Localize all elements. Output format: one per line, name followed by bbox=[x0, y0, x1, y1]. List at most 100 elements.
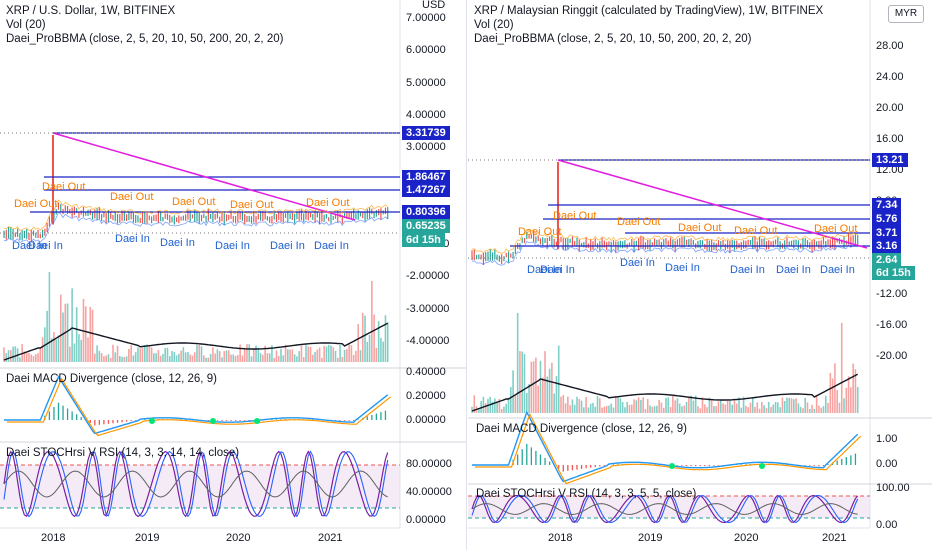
c0-price-axis-label: 5.00000 bbox=[406, 76, 446, 89]
c1-trendline bbox=[557, 159, 868, 249]
c1-macd-axis-label: 1.00 bbox=[876, 433, 898, 445]
c0-stoch-axis-label: 40.00000 bbox=[406, 486, 452, 498]
c0-price-tag: 3.31739 bbox=[402, 126, 450, 140]
c0-price-tag: 6d 15h bbox=[402, 233, 445, 247]
c1-daei-out-label: Daei Out bbox=[814, 223, 858, 235]
right-indicator-bbma: Daei_ProBBMA (close, 2, 5, 20, 10, 50, 2… bbox=[474, 33, 752, 45]
c1-macd-signal-line bbox=[475, 412, 862, 485]
c1-price-tag: 2.64 bbox=[872, 253, 902, 267]
c1-daei-in-label: Daei In bbox=[540, 264, 575, 276]
left-axis-unit: USD bbox=[422, 0, 446, 11]
c1-band-upper bbox=[471, 228, 858, 254]
c0-price-tag: 0.80396 bbox=[402, 205, 450, 219]
c1-volume-ma-line bbox=[471, 373, 859, 412]
c0-stoch-axis-label: 80.00000 bbox=[406, 458, 452, 470]
c1-price-tag: 7.34 bbox=[872, 198, 902, 212]
c1-price-axis-label: 16.00 bbox=[876, 133, 904, 145]
c0-price-axis-label: 4.00000 bbox=[406, 108, 446, 121]
c1-daei-in-label: Daei In bbox=[776, 264, 811, 276]
c1-price-tag: 5.76 bbox=[872, 212, 902, 226]
c1-price-tag: 3.71 bbox=[872, 226, 902, 240]
c0-daei-out-label: Daei Out bbox=[14, 198, 58, 210]
c1-time-axis-label: 2021 bbox=[822, 532, 847, 544]
c0-stoch-band bbox=[0, 465, 400, 508]
left-indicator-bbma: Daei_ProBBMA (close, 2, 5, 20, 10, 50, 2… bbox=[6, 33, 284, 45]
c0-macd-axis-label: 0.40000 bbox=[406, 366, 446, 378]
c0-time-axis-label: 2021 bbox=[318, 532, 343, 544]
currency-button[interactable]: MYR bbox=[888, 5, 924, 23]
c1-daei-in-label: Daei In bbox=[820, 264, 855, 276]
c0-price-tag: 0.65235 bbox=[402, 219, 450, 233]
c0-daei-in-label: Daei In bbox=[215, 240, 250, 252]
c0-rsi-line bbox=[3, 470, 388, 498]
c1-time-axis-label: 2019 bbox=[638, 532, 663, 544]
c0-price-axis-label: 6.00000 bbox=[406, 44, 446, 57]
c0-daei-out-label: Daei Out bbox=[42, 181, 86, 193]
c1-price-axis-label: 24.00 bbox=[876, 71, 904, 83]
c1-price-axis-label: 20.00 bbox=[876, 102, 904, 114]
c0-price-axis-label: -4.00000 bbox=[406, 335, 450, 347]
right-indicator-vol: Vol (20) bbox=[474, 19, 514, 31]
right-stoch-title: Daei STOCHrsi V RSI (14, 3, 3, 5, 5, clo… bbox=[476, 488, 697, 500]
c0-daei-in-label: Daei In bbox=[270, 240, 305, 252]
c0-macd-signal-line bbox=[7, 377, 392, 437]
c0-daei-in-label: Daei In bbox=[12, 240, 47, 252]
c0-daei-in-label: Daei In bbox=[160, 237, 195, 249]
c0-trendline bbox=[52, 132, 356, 221]
c1-stoch-axis-label: 100.00 bbox=[876, 482, 910, 494]
c1-price-axis-label: 12.00 bbox=[876, 164, 904, 176]
c1-daei-out-label: Daei Out bbox=[553, 210, 597, 222]
left-stoch-title: Daei STOCHrsi V RSI (14, 3, 3, 14, 14, c… bbox=[6, 447, 240, 459]
c0-macd-axis-label: 0.20000 bbox=[406, 390, 446, 402]
c0-band-upper bbox=[3, 199, 388, 232]
left-chart-title: XRP / U.S. Dollar, 1W, BITFINEX bbox=[6, 5, 176, 17]
c0-stoch-d-line bbox=[3, 450, 389, 518]
c0-daei-out-label: Daei Out bbox=[230, 199, 274, 211]
c1-price-axis-label: 28.00 bbox=[876, 40, 904, 52]
c1-daei-in-label: Daei In bbox=[620, 257, 655, 269]
c1-price-axis-label: -12.00 bbox=[876, 288, 908, 300]
c1-macd-line bbox=[472, 410, 859, 483]
c1-macd-axis-label: 0.00 bbox=[876, 458, 898, 470]
c0-daei-in-label: Daei In bbox=[314, 240, 349, 252]
c0-price-axis-label: -3.00000 bbox=[406, 302, 450, 315]
c1-price-tag: 6d 15h bbox=[872, 266, 915, 280]
c0-daei-in-label: Daei In bbox=[115, 233, 150, 245]
left-indicator-vol: Vol (20) bbox=[6, 19, 46, 31]
c1-daei-in-label: Daei In bbox=[665, 262, 700, 274]
c0-price-axis-label: 7.00000 bbox=[406, 12, 446, 24]
c0-stoch-k-line bbox=[3, 450, 389, 518]
c1-daei-out-label: Daei Out bbox=[678, 222, 722, 234]
left-macd-title: Daei MACD Divergence (close, 12, 26, 9) bbox=[6, 373, 217, 385]
c0-time-axis-label: 2018 bbox=[41, 532, 66, 544]
chart-divider bbox=[466, 0, 467, 550]
c1-time-axis-label: 2020 bbox=[734, 532, 759, 544]
c1-daei-out-label: Daei Out bbox=[617, 216, 661, 228]
c1-price-tag: 3.16 bbox=[872, 239, 902, 253]
c1-macd-divergence-dot bbox=[759, 463, 765, 469]
c1-macd-divergence-dot bbox=[669, 463, 675, 469]
c0-macd-divergence-dot bbox=[149, 418, 155, 424]
right-chart-title: XRP / Malaysian Ringgit (calculated by T… bbox=[474, 5, 824, 17]
c0-macd-line bbox=[4, 375, 389, 435]
c0-price-axis-label: -2.00000 bbox=[406, 270, 450, 283]
c0-band-lower bbox=[3, 211, 388, 244]
c1-stoch-d-line bbox=[471, 494, 859, 524]
c0-daei-in-label: Daei In bbox=[28, 240, 63, 252]
c0-macd-divergence-dot bbox=[210, 418, 216, 424]
c0-daei-out-label: Daei Out bbox=[172, 196, 216, 208]
c0-price-tag: 1.47267 bbox=[402, 183, 450, 197]
c1-daei-in-label: Daei In bbox=[527, 264, 562, 276]
c0-macd-divergence-dot bbox=[254, 418, 260, 424]
c0-price-axis-label: 3.00000 bbox=[406, 141, 446, 154]
right-macd-title: Daei MACD Divergence (close, 12, 26, 9) bbox=[476, 423, 687, 435]
c1-price-axis-label: -20.00 bbox=[876, 350, 908, 362]
c0-stoch-axis-label: 0.00000 bbox=[406, 514, 446, 526]
c1-time-axis-label: 2018 bbox=[548, 532, 573, 544]
c1-daei-in-label: Daei In bbox=[730, 264, 765, 276]
c0-volume-ma-line bbox=[3, 322, 389, 361]
c1-price-tag: 13.21 bbox=[872, 153, 908, 167]
c0-macd-axis-label: 0.00000 bbox=[406, 414, 446, 426]
c1-daei-out-label: Daei Out bbox=[734, 225, 778, 237]
